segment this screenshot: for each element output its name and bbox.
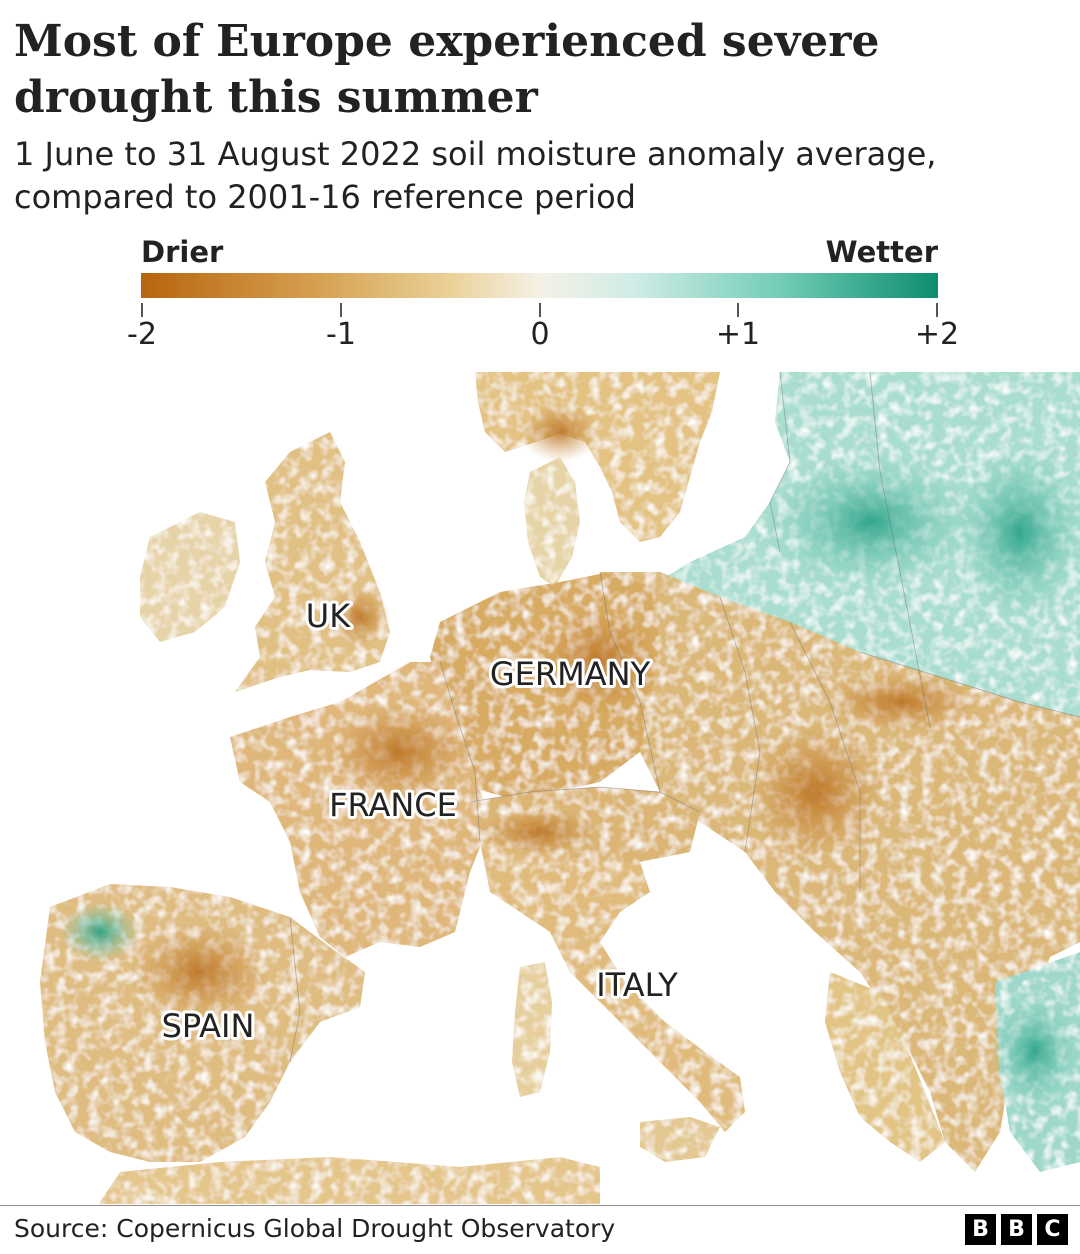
sicily-region — [640, 1117, 720, 1162]
greece-region — [825, 972, 945, 1162]
legend-tick — [737, 303, 739, 317]
europe-soil-moisture-map: UK GERMANY FRANCE ITALY SPAIN — [40, 372, 1080, 1204]
ireland-region — [140, 512, 240, 642]
legend-tick — [936, 303, 938, 317]
label-italy: ITALY — [596, 966, 678, 1004]
legend-tick-label: +2 — [914, 317, 960, 352]
sardinia-region — [512, 962, 552, 1097]
anomaly-hotspots — [60, 402, 1080, 1112]
country-borders — [289, 372, 1080, 1063]
chart-title: Most of Europe experienced severe drough… — [14, 16, 880, 123]
legend-tick-label: +1 — [715, 317, 761, 352]
italy-region — [480, 842, 745, 1132]
logo-letter: B — [965, 1214, 996, 1245]
legend-tick-label: -2 — [127, 317, 157, 352]
central-europe-region — [600, 572, 1080, 1172]
legend-tick — [539, 303, 541, 317]
chart-subtitle: 1 June to 31 August 2022 soil moisture a… — [14, 135, 937, 216]
legend-tick — [340, 303, 342, 317]
legend-tick-label: -1 — [326, 317, 356, 352]
great-britain-region — [235, 432, 390, 692]
legend-tick — [141, 303, 143, 317]
source-note: Source: Copernicus Global Drought Observ… — [14, 1214, 616, 1243]
legend-tick-label: 0 — [530, 317, 550, 352]
label-uk: UK — [306, 597, 351, 635]
bbc-logo: B B C — [965, 1214, 1068, 1245]
logo-letter: C — [1037, 1214, 1068, 1245]
legend-color-scale — [141, 273, 938, 298]
label-germany: GERMANY — [490, 655, 651, 693]
scandinavia-region — [475, 372, 720, 542]
denmark-region — [524, 457, 580, 587]
legend-low-label: Drier — [141, 235, 224, 269]
label-france: FRANCE — [329, 786, 457, 824]
footer-divider — [0, 1205, 1080, 1206]
label-spain: SPAIN — [162, 1007, 255, 1045]
north-africa-region — [100, 1157, 600, 1204]
logo-letter: B — [1001, 1214, 1032, 1245]
legend-high-label: Wetter — [825, 235, 938, 269]
